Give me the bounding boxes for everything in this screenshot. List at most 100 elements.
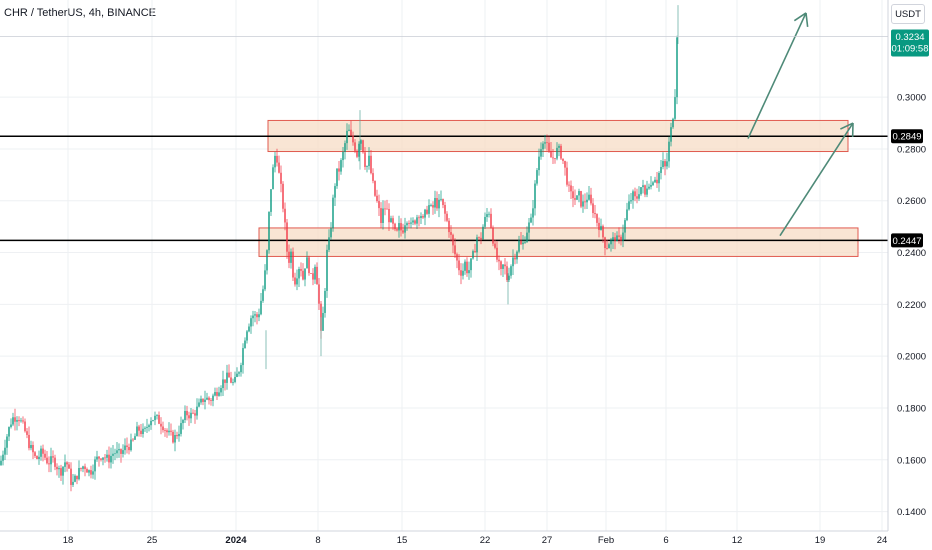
candle-body: [118, 449, 120, 451]
candle-body: [30, 444, 32, 449]
currency-button[interactable]: USDT: [891, 4, 925, 24]
time-tick-label: 8: [315, 535, 320, 546]
candle-body: [132, 439, 134, 441]
candle-body: [170, 430, 172, 432]
candle-body: [400, 223, 402, 231]
candle-body: [612, 237, 614, 241]
candle-body: [464, 261, 466, 271]
candle-body: [592, 203, 594, 214]
candle-body: [444, 205, 446, 214]
candle-body: [210, 400, 212, 401]
candle-body: [342, 152, 344, 161]
candle-body: [544, 142, 546, 144]
candle-body: [254, 314, 256, 316]
candle-body: [158, 415, 160, 424]
candle-body: [474, 251, 476, 253]
candle-body: [110, 455, 112, 463]
candle-body: [284, 208, 286, 223]
candle-body: [288, 251, 290, 263]
candle-body: [258, 314, 260, 318]
candle-body: [480, 237, 482, 240]
current-price-countdown: 01:09:58: [892, 44, 929, 55]
candle-body: [60, 468, 62, 476]
candle-body: [212, 395, 214, 401]
time-tick-label: 18: [63, 535, 74, 546]
candle-body: [292, 251, 294, 278]
candle-body: [596, 214, 598, 223]
candle-body: [28, 434, 30, 449]
candle-body: [442, 198, 444, 206]
candle-body: [126, 445, 128, 447]
candle-body: [194, 413, 196, 416]
candle-body: [374, 180, 376, 196]
candle-body: [598, 222, 600, 230]
candle-body: [620, 236, 622, 241]
candle-body: [564, 160, 566, 168]
candle-body: [348, 129, 350, 131]
candle-body: [14, 417, 16, 422]
candle-body: [4, 447, 6, 455]
candle-body: [638, 194, 640, 199]
candle-body: [196, 406, 198, 416]
candle-body: [226, 372, 228, 383]
candle-body: [220, 388, 222, 393]
candle-body: [406, 223, 408, 226]
candle-body: [152, 420, 154, 421]
candle-body: [548, 142, 550, 151]
candle-body: [52, 456, 54, 458]
candle-body: [90, 470, 92, 475]
candle-body: [42, 448, 44, 454]
candle-body: [320, 303, 322, 331]
candle-body: [244, 340, 246, 349]
candle-body: [354, 142, 356, 151]
candle-body: [318, 284, 320, 304]
candle-body: [484, 216, 486, 227]
candle-body: [290, 251, 292, 263]
candle-body: [512, 257, 514, 267]
candle-body: [142, 428, 144, 435]
candle-body: [300, 268, 302, 271]
candle-body: [626, 209, 628, 221]
candle-body: [652, 182, 654, 185]
candle-body: [162, 426, 164, 431]
candle-body: [554, 157, 556, 159]
candle-body: [88, 470, 90, 473]
time-tick-label: 12: [732, 535, 743, 546]
candle-body: [526, 232, 528, 242]
candle-body: [144, 427, 146, 429]
candle-body: [160, 423, 162, 427]
candle-body: [552, 157, 554, 159]
candle-body: [576, 195, 578, 200]
candle-body: [100, 458, 102, 460]
candle-body: [74, 475, 76, 482]
candle-body: [44, 453, 46, 458]
candle-body: [402, 230, 404, 233]
candle-body: [524, 241, 526, 243]
candle-body: [316, 266, 318, 285]
candle-body: [388, 208, 390, 223]
candle-body: [488, 213, 490, 215]
candle-body: [26, 431, 28, 435]
candle-body: [36, 456, 38, 459]
candle-body: [68, 464, 70, 469]
candle-body: [276, 155, 278, 163]
arrows-layer: [747, 12, 854, 237]
candle-body: [114, 453, 116, 455]
candle-body: [188, 415, 190, 419]
candle-body: [394, 223, 396, 230]
candle-body: [238, 372, 240, 374]
candle-body: [570, 185, 572, 192]
candle-body: [424, 209, 426, 218]
candle-body: [56, 466, 58, 470]
candle-body: [208, 397, 210, 401]
time-tick-label: 19: [815, 535, 826, 546]
candle-body: [262, 289, 264, 301]
candle-body: [252, 315, 254, 319]
candle-body: [646, 188, 648, 195]
candle-body: [614, 237, 616, 242]
price-tick-label: 0.1400: [897, 507, 926, 518]
candle-body: [272, 167, 274, 190]
candle-body: [640, 187, 642, 195]
candle-body: [522, 242, 524, 245]
